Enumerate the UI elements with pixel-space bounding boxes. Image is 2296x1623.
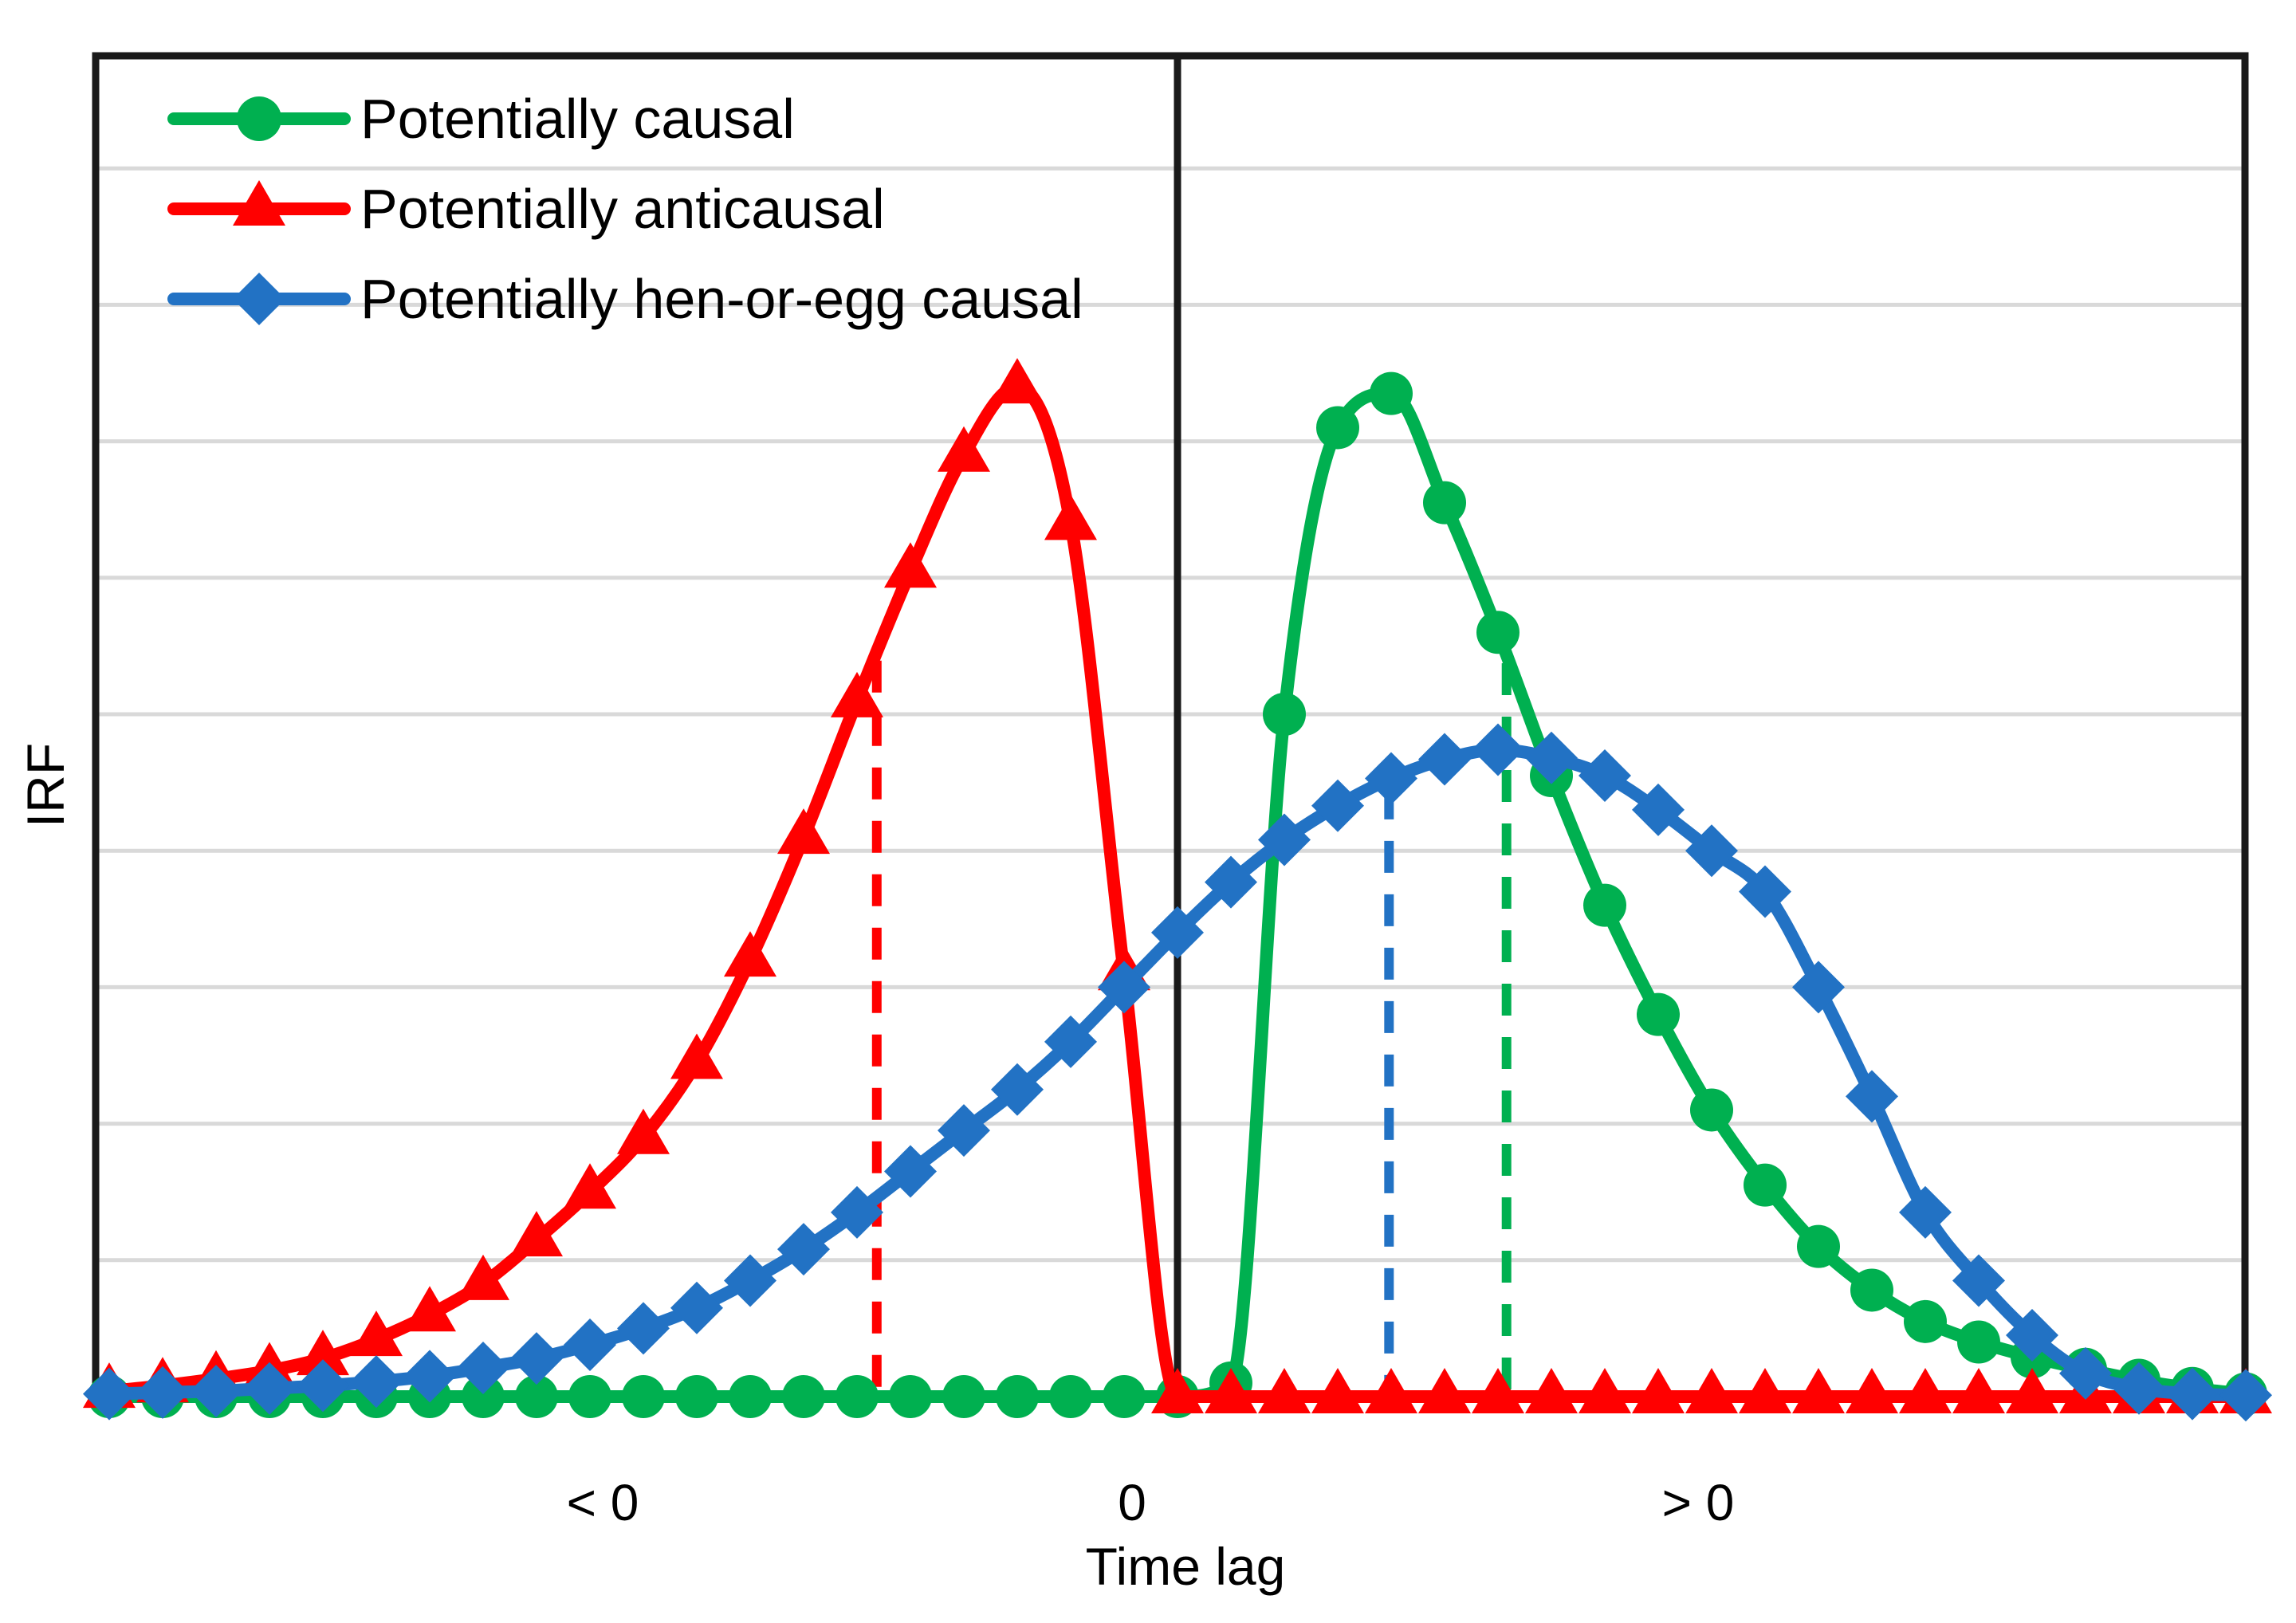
- legend-sample-red-triangle-icon: [167, 171, 351, 246]
- legend-label: Potentially hen-or-egg causal: [360, 267, 1083, 330]
- legend-item-potentially-causal: Potentially causal: [167, 73, 1083, 163]
- legend-label: Potentially causal: [360, 87, 795, 150]
- legend-item-potentially-anticausal: Potentially anticausal: [167, 163, 1083, 253]
- legend-sample-green-circle-icon: [167, 81, 351, 156]
- x-tick-negative: < 0: [566, 1474, 639, 1531]
- legend-sample-blue-diamond-icon: [167, 261, 351, 336]
- legend: Potentially causal Potentially anticausa…: [167, 73, 1083, 344]
- x-axis-title: Time lag: [1085, 1537, 1286, 1596]
- legend-item-potentially-hen-or-egg-causal: Potentially hen-or-egg causal: [167, 253, 1083, 344]
- x-tick-zero: 0: [1118, 1474, 1146, 1531]
- y-axis-title: IRF: [16, 742, 75, 828]
- x-tick-positive: > 0: [1661, 1474, 1735, 1531]
- legend-label: Potentially anticausal: [360, 177, 885, 240]
